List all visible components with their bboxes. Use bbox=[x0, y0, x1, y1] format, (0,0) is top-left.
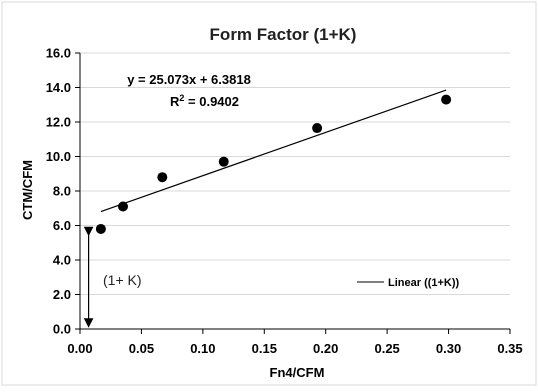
y-tick-label: 2.0 bbox=[53, 287, 71, 302]
x-tick-label: 0.35 bbox=[497, 341, 522, 356]
x-tick-label: 0.30 bbox=[436, 341, 461, 356]
y-axis-title: CTM/CFM bbox=[20, 160, 35, 220]
trendline-equation: y = 25.073x + 6.3818 bbox=[127, 72, 251, 87]
x-tick-label: 0.20 bbox=[313, 341, 338, 356]
data-point bbox=[312, 123, 323, 134]
y-tick-label: 8.0 bbox=[53, 184, 71, 199]
trendline bbox=[100, 89, 447, 213]
data-point bbox=[157, 172, 168, 183]
axes bbox=[75, 52, 511, 334]
chart-frame bbox=[1, 1, 537, 386]
y-tick-label: 0.0 bbox=[53, 322, 71, 337]
y-tick-labels: 0.0 2.0 4.0 6.0 8.0 10.0 12.0 14.0 16.0 bbox=[46, 46, 71, 337]
legend-label: Linear ((1+K)) bbox=[388, 277, 460, 289]
x-axis-title: Fn4/CFM bbox=[270, 365, 325, 380]
r-squared-prefix: R bbox=[170, 94, 180, 109]
gridlines bbox=[80, 52, 510, 295]
x-tick-label: 0.00 bbox=[67, 341, 92, 356]
data-point bbox=[95, 223, 106, 234]
y-tick-label: 4.0 bbox=[53, 253, 71, 268]
y-tick-label: 14.0 bbox=[46, 80, 71, 95]
trendline-group bbox=[100, 89, 447, 213]
data-point bbox=[118, 201, 128, 212]
data-point bbox=[441, 94, 452, 105]
chart-title: Form Factor (1+K) bbox=[210, 25, 357, 44]
y-tick-label: 16.0 bbox=[46, 46, 71, 61]
x-tick-label: 0.10 bbox=[190, 341, 215, 356]
x-tick-label: 0.15 bbox=[252, 341, 277, 356]
annotation: (1+ K) bbox=[83, 226, 142, 328]
x-tick-labels: 0.00 0.05 0.10 0.15 0.20 0.25 0.30 0.35 bbox=[67, 341, 522, 356]
r-squared-superscript: 2 bbox=[179, 93, 184, 103]
data-point bbox=[218, 156, 229, 167]
annotation-label: (1+ K) bbox=[103, 272, 142, 288]
x-tick-label: 0.05 bbox=[129, 341, 154, 356]
r-squared-label: R2 = 0.9402 bbox=[170, 93, 239, 109]
r-squared-value: = 0.9402 bbox=[184, 94, 239, 109]
data-points bbox=[95, 94, 452, 234]
x-tick-label: 0.25 bbox=[374, 341, 399, 356]
y-tick-label: 10.0 bbox=[46, 149, 71, 164]
legend: Linear ((1+K)) bbox=[357, 277, 460, 289]
y-tick-label: 6.0 bbox=[53, 218, 71, 233]
y-tick-label: 12.0 bbox=[46, 115, 71, 130]
